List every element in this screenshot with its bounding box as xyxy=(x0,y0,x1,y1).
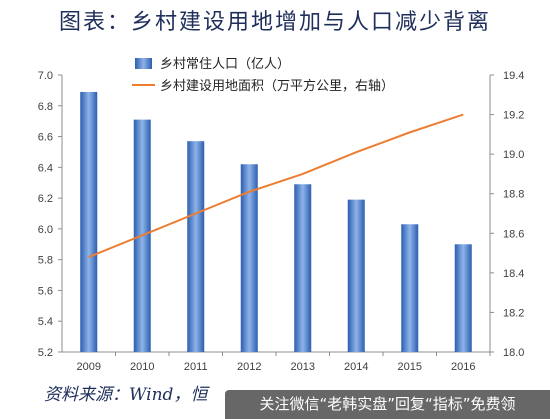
x-tick-label: 2010 xyxy=(130,361,154,373)
bar xyxy=(187,141,205,352)
right-tick-label: 18.2 xyxy=(503,307,524,319)
left-tick-label: 5.4 xyxy=(38,316,53,328)
left-tick-label: 6.6 xyxy=(38,132,53,144)
right-tick-label: 18.0 xyxy=(503,347,524,359)
bar xyxy=(401,224,419,352)
right-tick-label: 18.8 xyxy=(503,189,524,201)
bar xyxy=(347,199,365,352)
right-tick-label: 18.6 xyxy=(503,228,524,240)
x-tick-label: 2009 xyxy=(77,361,101,373)
chart-title: 图表：乡村建设用地增加与人口减少背离 xyxy=(58,10,491,35)
source-note: 资料来源：Wind，恒 xyxy=(44,385,208,405)
x-tick-label: 2016 xyxy=(451,361,475,373)
right-tick-label: 19.2 xyxy=(503,110,524,122)
title-bar: 图表：乡村建设用地增加与人口减少背离 xyxy=(0,0,550,42)
bar xyxy=(80,91,98,352)
left-tick-label: 6.0 xyxy=(38,224,53,236)
bar xyxy=(454,244,472,352)
left-tick-label: 5.2 xyxy=(38,347,53,359)
left-tick-label: 6.4 xyxy=(38,162,53,174)
bar xyxy=(240,164,258,352)
left-tick-label: 5.8 xyxy=(38,255,53,267)
x-tick-label: 2012 xyxy=(237,361,261,373)
left-tick-label: 6.2 xyxy=(38,193,53,205)
x-tick-label: 2013 xyxy=(291,361,315,373)
series-line xyxy=(88,113,464,258)
right-tick-label: 19.0 xyxy=(503,149,524,161)
x-tick-label: 2014 xyxy=(344,361,368,373)
legend-label-bar: 乡村常住人口（亿人） xyxy=(160,57,290,72)
left-tick-label: 7.0 xyxy=(38,70,53,82)
wechat-watermark: 关注微信“老韩实盘”回复“指标”免费领 xyxy=(225,390,550,419)
left-tick-label: 5.6 xyxy=(38,285,53,297)
left-tick-label: 6.8 xyxy=(38,101,53,113)
chart: 5.2 5.4 5.6 5.8 6.0 6.2 6.4 6.6 6.8 7.0 18.0 18.2 18… xyxy=(38,57,525,373)
x-tick-label: 2011 xyxy=(184,361,208,373)
legend-swatch-bar xyxy=(135,58,152,69)
bar xyxy=(294,184,312,352)
x-tick-label: 2015 xyxy=(398,361,422,373)
right-tick-label: 18.4 xyxy=(503,268,524,280)
legend-label-line: 乡村建设用地面积（万平方公里，右轴） xyxy=(160,78,394,94)
right-tick-label: 19.4 xyxy=(503,70,524,82)
